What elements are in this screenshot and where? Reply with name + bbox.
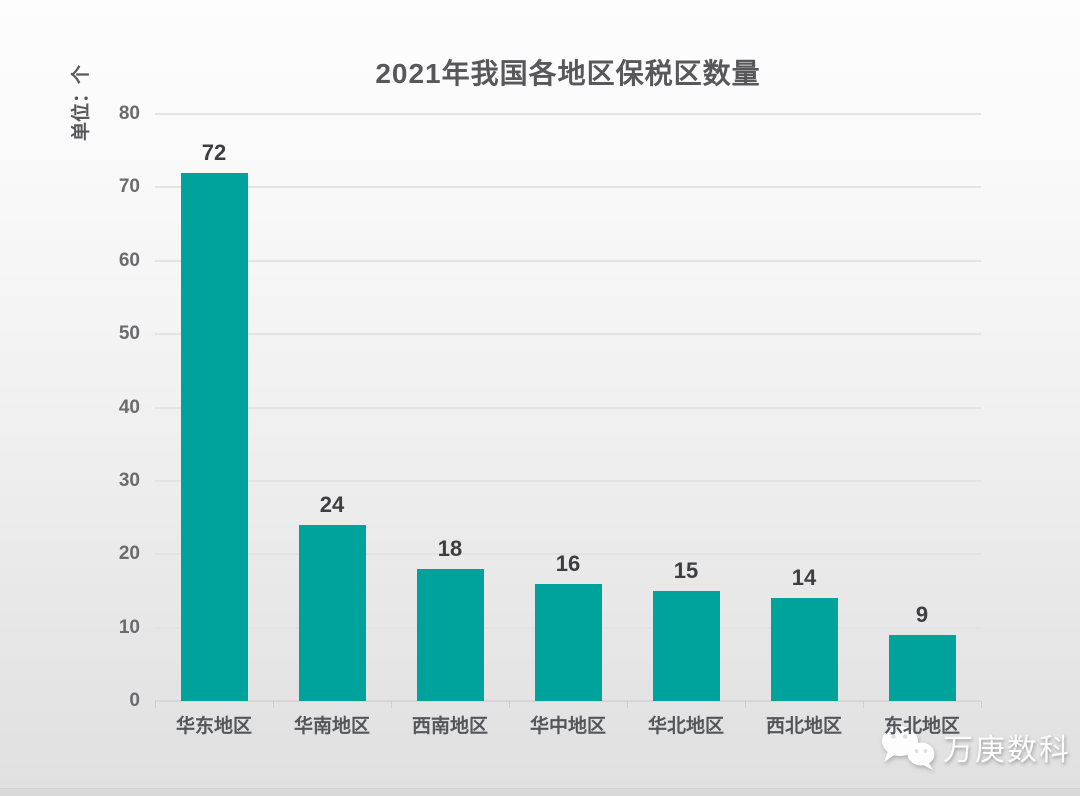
wechat-icon [882,726,935,770]
y-axis-tick-label: 20 [118,543,140,565]
gridline [155,186,981,189]
bottom-edge-strip [0,788,1080,796]
x-axis-tick-mark [862,701,864,708]
gridline [155,553,981,556]
x-axis-tick-mark [272,701,274,708]
bar-华南地区 [298,524,366,701]
x-axis-category-label: 华中地区 [529,716,606,737]
x-axis-category-label: 华南地区 [293,716,370,737]
y-axis-tick-label: 80 [118,103,140,124]
x-axis-category-label: 华东地区 [175,716,252,737]
bar-西南地区 [416,568,484,701]
watermark: 万庚数科 [880,724,1071,770]
bar-value-label: 9 [915,601,929,627]
bar-value-label: 72 [201,139,227,165]
bar-西北地区 [770,598,838,701]
bar-华东地区 [180,172,248,701]
x-axis-category-label: 华北地区 [647,716,724,737]
gridline [155,113,981,115]
bar-value-label: 15 [673,557,699,583]
bar-value-label: 18 [437,535,463,561]
bar-华北地区 [652,590,720,701]
x-axis-line [155,700,981,702]
gridline [155,406,981,409]
bar-value-label: 14 [791,565,817,591]
x-axis-category-label: 西南地区 [411,716,488,737]
y-axis-tick-label: 10 [118,616,140,638]
y-axis-tick-label: 0 [129,690,140,711]
x-axis-tick-mark [980,701,982,708]
x-axis-tick-mark [390,701,392,708]
x-axis-category-label: 东北地区 [883,716,960,737]
plot-area: 72 24 18 16 15 14 9 [154,113,982,708]
x-axis-category-label: 西北地区 [765,716,842,737]
bar-东北地区 [888,634,956,701]
gridline [155,333,981,336]
y-axis-tick-label: 60 [118,249,140,271]
y-axis-tick-label: 70 [118,176,140,198]
x-axis-tick-mark [626,701,628,708]
y-axis-tick-label: 40 [118,396,140,418]
x-axis-tick-mark [508,701,510,708]
bar-value-label: 16 [555,550,581,576]
y-axis-tick-label: 30 [118,469,140,491]
bar-value-label: 24 [319,491,345,517]
x-axis-tick-mark [744,701,746,708]
gridline [155,259,981,262]
gridline [155,479,981,482]
y-axis-tick-label: 50 [118,323,140,345]
chart-title: 2021年我国各地区保税区数量 [375,58,761,89]
watermark-brand-text: 万庚数科 [943,734,1071,767]
x-axis-tick-mark [154,701,156,708]
bar-华中地区 [534,583,602,701]
